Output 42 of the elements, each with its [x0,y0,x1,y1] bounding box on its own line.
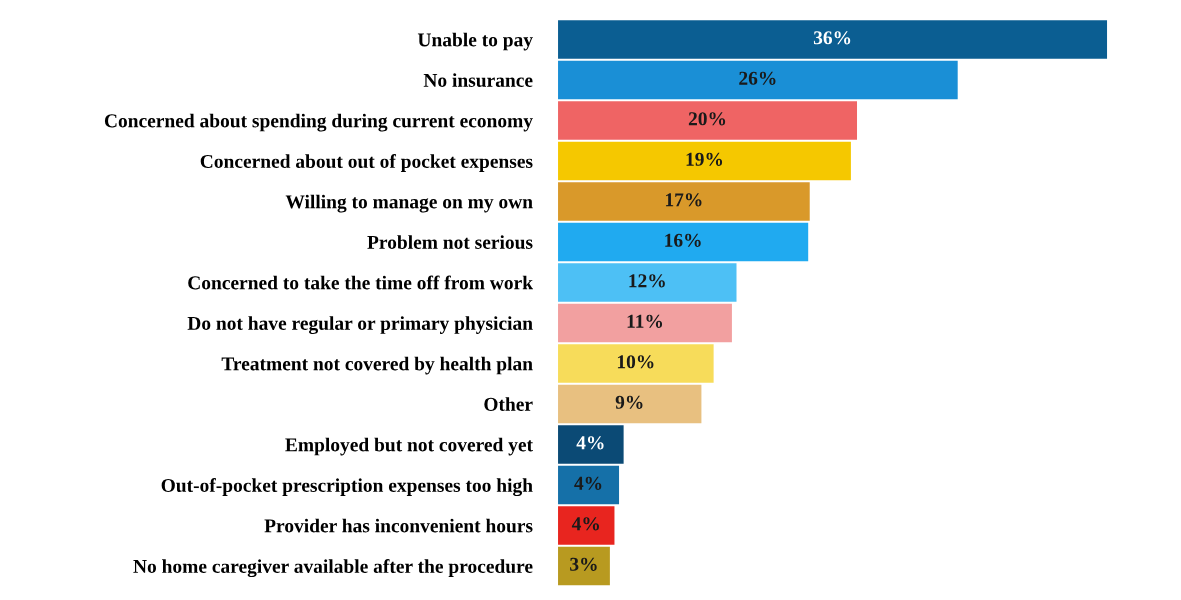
bar [558,20,1108,59]
y-tick-label: Out-of-pocket prescription expenses too high [161,478,533,497]
data-label: 11% [627,314,663,328]
y-tick-label: Concerned about spending during current economy [104,113,533,132]
bar [558,303,732,343]
y-tick-label: Concerned about out of pocket expenses [200,154,533,172]
y-tick-label: Unable to pay [417,32,533,51]
bar [558,344,714,383]
data-label: 10% [617,355,654,369]
data-label: 16% [665,233,701,247]
data-label: 26% [739,71,776,85]
bar [558,101,858,140]
y-tick-label: Do not have regular or primary physician [187,316,533,334]
y-tick-label: Willing to manage on my own [285,194,533,213]
y-tick-label: Treatment not covered by health plan [221,356,533,375]
y-tick-label: Provider has inconvenient hours [264,518,533,533]
data-label: 19% [686,152,723,166]
data-label: 20% [688,112,726,126]
data-label: 17% [665,193,702,207]
bar [558,506,615,545]
data-label: 4% [571,517,599,531]
data-label: 3% [570,557,597,571]
bar [558,384,702,424]
bar [558,141,851,181]
y-tick-label: Employed but not covered yet [285,437,533,456]
data-label: 36% [813,31,851,45]
data-label: 4% [574,476,602,490]
bar [558,222,809,262]
bar [558,465,620,505]
y-tick-label: Concerned to take the time off from work [188,275,533,290]
y-tick-label: No home caregiver available after the procedure [133,559,533,578]
data-label: 9% [615,395,643,409]
bar [558,546,610,586]
data-label: 12% [629,274,665,288]
y-tick-label: No insurance [423,73,533,87]
bar [558,182,810,221]
data-label: 4% [576,436,604,450]
y-tick-label: Problem not serious [367,235,533,249]
bar [558,425,624,464]
bar [558,263,737,302]
bar [558,60,958,100]
y-tick-label: Other [484,397,533,411]
